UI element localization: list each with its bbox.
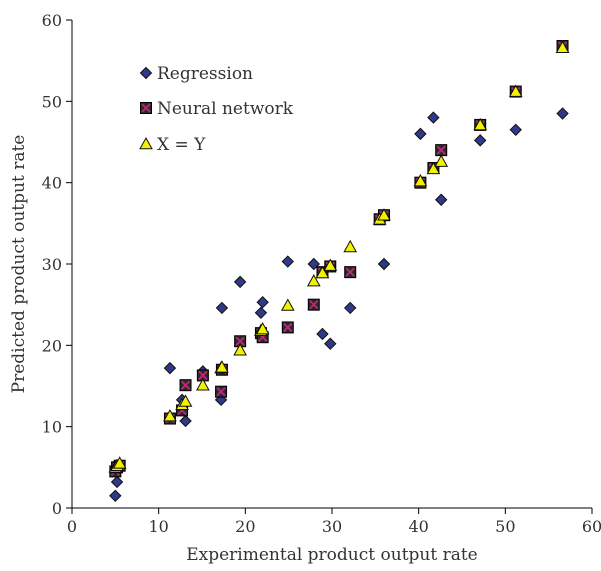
point-neural-network bbox=[281, 321, 294, 334]
point-regression bbox=[233, 275, 247, 289]
x-tick-label: 50 bbox=[495, 517, 515, 536]
point-regression bbox=[434, 193, 448, 206]
x-tick-label: 40 bbox=[408, 517, 428, 536]
point-neural-network bbox=[435, 144, 448, 157]
point-regression bbox=[343, 301, 357, 315]
x-tick-label: 20 bbox=[235, 517, 255, 536]
point-x-y bbox=[343, 239, 358, 253]
y-tick-label: 30 bbox=[42, 255, 62, 274]
point-x-y bbox=[215, 360, 229, 373]
point-x-y bbox=[413, 174, 428, 187]
point-regression bbox=[109, 489, 122, 503]
point-regression bbox=[509, 123, 522, 137]
point-x-y bbox=[508, 84, 523, 97]
y-tick-label: 50 bbox=[42, 92, 62, 111]
y-tick-label: 20 bbox=[42, 336, 62, 355]
x-tick-label: 0 bbox=[67, 517, 77, 536]
point-regression bbox=[179, 414, 192, 428]
y-axis-title: Predicted product output rate bbox=[9, 135, 29, 394]
y-tick-label: 60 bbox=[42, 11, 62, 30]
point-x-y bbox=[315, 265, 330, 279]
point-x-y bbox=[434, 154, 449, 167]
point-regression bbox=[110, 475, 124, 489]
point-regression bbox=[316, 327, 329, 341]
point-x-y bbox=[473, 117, 488, 131]
point-regression bbox=[163, 361, 177, 375]
point-x-y bbox=[196, 378, 210, 391]
legend-marker-regression bbox=[139, 66, 153, 80]
point-x-y bbox=[306, 274, 321, 287]
point-x-y bbox=[163, 409, 177, 422]
legend-label-neural-network: Neural network bbox=[157, 99, 294, 119]
point-regression bbox=[377, 257, 391, 271]
point-regression bbox=[256, 296, 269, 309]
legend: Regression Neural network X = Y bbox=[139, 64, 294, 155]
x-tick-label: 30 bbox=[322, 517, 342, 536]
point-x-y bbox=[112, 456, 127, 469]
point-x-y bbox=[426, 161, 441, 175]
point-regression bbox=[281, 255, 295, 268]
point-neural-network bbox=[215, 385, 228, 398]
point-regression bbox=[427, 111, 440, 124]
y-tick-label: 10 bbox=[42, 418, 62, 437]
point-regression bbox=[324, 337, 337, 350]
x-tick-label: 60 bbox=[582, 517, 601, 536]
y-tick-label: 0 bbox=[52, 499, 62, 518]
point-neural-network bbox=[179, 379, 192, 392]
legend-marker-x-y bbox=[139, 136, 153, 150]
legend-label-x-y: X = Y bbox=[157, 135, 206, 155]
point-x-y bbox=[233, 343, 247, 356]
x-axis-title: Experimental product output rate bbox=[186, 545, 478, 565]
point-x-y bbox=[555, 40, 570, 53]
point-regression bbox=[556, 107, 569, 120]
point-neural-network bbox=[344, 266, 357, 279]
point-regression bbox=[414, 127, 427, 141]
legend-label-regression: Regression bbox=[157, 64, 253, 84]
legend-marker-neural-network bbox=[140, 102, 152, 114]
point-neural-network bbox=[307, 298, 320, 311]
point-x-y bbox=[323, 258, 338, 271]
y-tick-label: 40 bbox=[42, 174, 62, 193]
data-points bbox=[108, 40, 570, 503]
point-regression bbox=[473, 134, 487, 147]
point-x-y bbox=[280, 298, 295, 311]
x-tick-label: 10 bbox=[148, 517, 168, 536]
point-neural-network bbox=[196, 369, 209, 382]
point-x-y bbox=[377, 208, 391, 221]
point-regression bbox=[254, 306, 268, 320]
ticks: 0 10 20 30 40 50 60 0 10 20 30 40 50 60 bbox=[42, 11, 601, 536]
point-x-y bbox=[178, 394, 193, 407]
point-regression bbox=[215, 301, 229, 315]
point-x-y bbox=[255, 322, 270, 335]
